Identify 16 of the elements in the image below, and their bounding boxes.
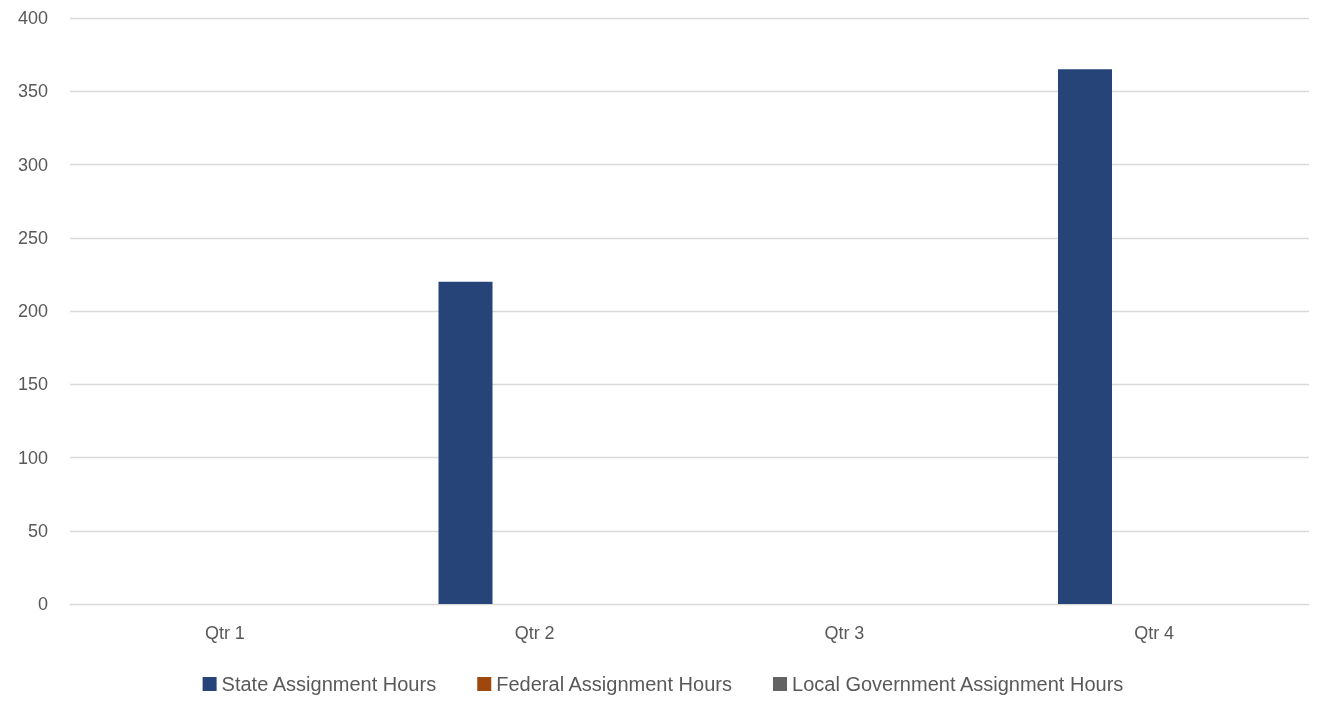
legend-label: Federal Assignment Hours [496,673,732,695]
y-tick-label: 150 [17,374,48,395]
y-tick-label: 350 [17,81,48,102]
y-tick-label: 200 [17,301,48,321]
x-tick-label: Qtr 3 [824,623,865,643]
y-tick-label: 300 [17,154,48,175]
y-tick-label: 0 [37,594,48,614]
legend-label: Local Government Assignment Hours [792,673,1124,695]
legend-label: State Assignment Hours [221,673,437,695]
y-tick-label: 250 [17,227,48,248]
x-tick-label: Qtr 4 [1134,623,1175,643]
y-tick-label: 400 [17,8,48,28]
y-tick-label: 50 [27,520,48,541]
x-tick-label: Qtr 2 [514,623,555,643]
x-tick-label: Qtr 1 [204,623,245,643]
y-tick-label: 100 [17,447,48,468]
